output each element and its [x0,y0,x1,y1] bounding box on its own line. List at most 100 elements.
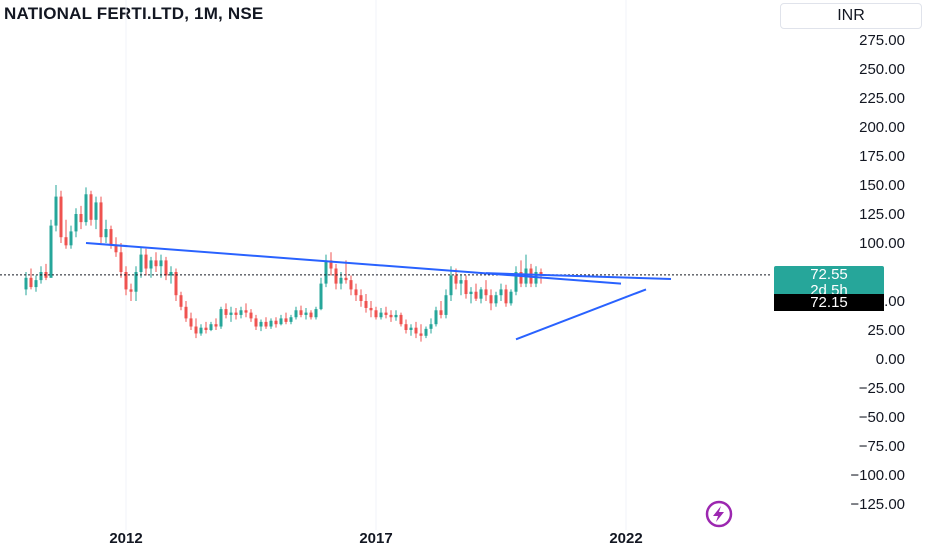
candle [394,310,398,321]
candle [89,190,93,226]
candle [29,268,33,290]
candle [164,256,168,281]
candle [299,305,303,318]
candle [319,277,323,311]
candle [354,283,358,301]
currency-selector[interactable]: INR [780,3,922,29]
candle [379,307,383,320]
candle [144,248,148,276]
candle [69,225,73,249]
price-axis: 275.00 250.00 225.00 200.00 175.00 150.00 125.… [850,32,905,513]
candle [464,275,468,299]
candle [79,205,83,230]
candle [49,219,53,278]
y-tick-label: 100.00 [859,235,905,252]
candle [474,283,478,301]
candle [329,252,333,276]
candle [479,287,483,304]
y-tick-label: 0.00 [876,351,905,368]
y-tick-label: 275.00 [859,32,905,49]
candle [99,196,103,243]
candle [419,324,423,342]
candle [119,243,123,278]
candle [484,280,488,301]
candle [364,294,368,313]
candle [509,289,513,306]
candle [34,275,38,292]
y-tick-label: 175.00 [859,148,905,165]
candle [184,301,188,322]
candle [424,326,428,339]
y-tick-label: 25.00 [867,322,905,339]
candle [434,306,438,327]
trendline-lower [515,288,647,341]
candle [374,306,378,320]
candle [414,321,418,339]
candle [429,318,433,334]
candle [104,219,108,243]
candle [194,318,198,339]
lightning-bolt-icon[interactable] [697,500,741,528]
trendline-upper [85,242,622,285]
candle [539,268,543,284]
candle [359,289,363,307]
candle [254,314,258,330]
candle [224,303,228,319]
candle [244,303,248,318]
candle [369,301,373,318]
candle [159,254,163,278]
time-axis: 2012 2017 2022 [109,530,642,547]
candle [174,268,178,301]
y-tick-label: 125.00 [859,206,905,223]
candle [214,318,218,330]
candle [239,306,243,319]
prev-close-tag: 72.15 [774,294,884,311]
candle [399,312,403,327]
candle [279,314,283,326]
candle [249,309,253,322]
candle [44,263,48,281]
candle [229,306,233,322]
candle [189,312,193,330]
candle [344,260,348,284]
candle [274,317,278,328]
candle [499,283,503,301]
candle [324,254,328,288]
last-price-value: 72.55 [810,266,848,283]
candle [294,306,298,320]
candle [149,256,153,278]
candle [129,283,133,301]
candle [84,187,88,226]
candle [449,266,453,301]
x-tick-label: 2012 [109,530,142,547]
candle [264,317,268,329]
y-tick-label: −50.00 [859,409,905,426]
candle [284,312,288,325]
trendlines [0,242,772,341]
candle [54,185,58,232]
candle [94,196,98,230]
trendline-extension [485,272,672,280]
candle [74,208,78,238]
candle [389,310,393,322]
y-tick-label: 250.00 [859,61,905,78]
y-tick-label: 200.00 [859,119,905,136]
candle [439,301,443,319]
candle [404,319,408,334]
y-tick-label: −100.00 [850,467,905,484]
candle [469,287,473,304]
candle [289,314,293,325]
candle [259,319,263,332]
candle [234,307,238,320]
candle [459,275,463,296]
candle [179,291,183,311]
candle [209,321,213,332]
candle [139,246,143,278]
y-tick-label: −75.00 [859,438,905,455]
candle [24,272,28,296]
candle [199,324,203,336]
candle [114,237,118,257]
candle [504,284,508,307]
candle [349,275,353,296]
